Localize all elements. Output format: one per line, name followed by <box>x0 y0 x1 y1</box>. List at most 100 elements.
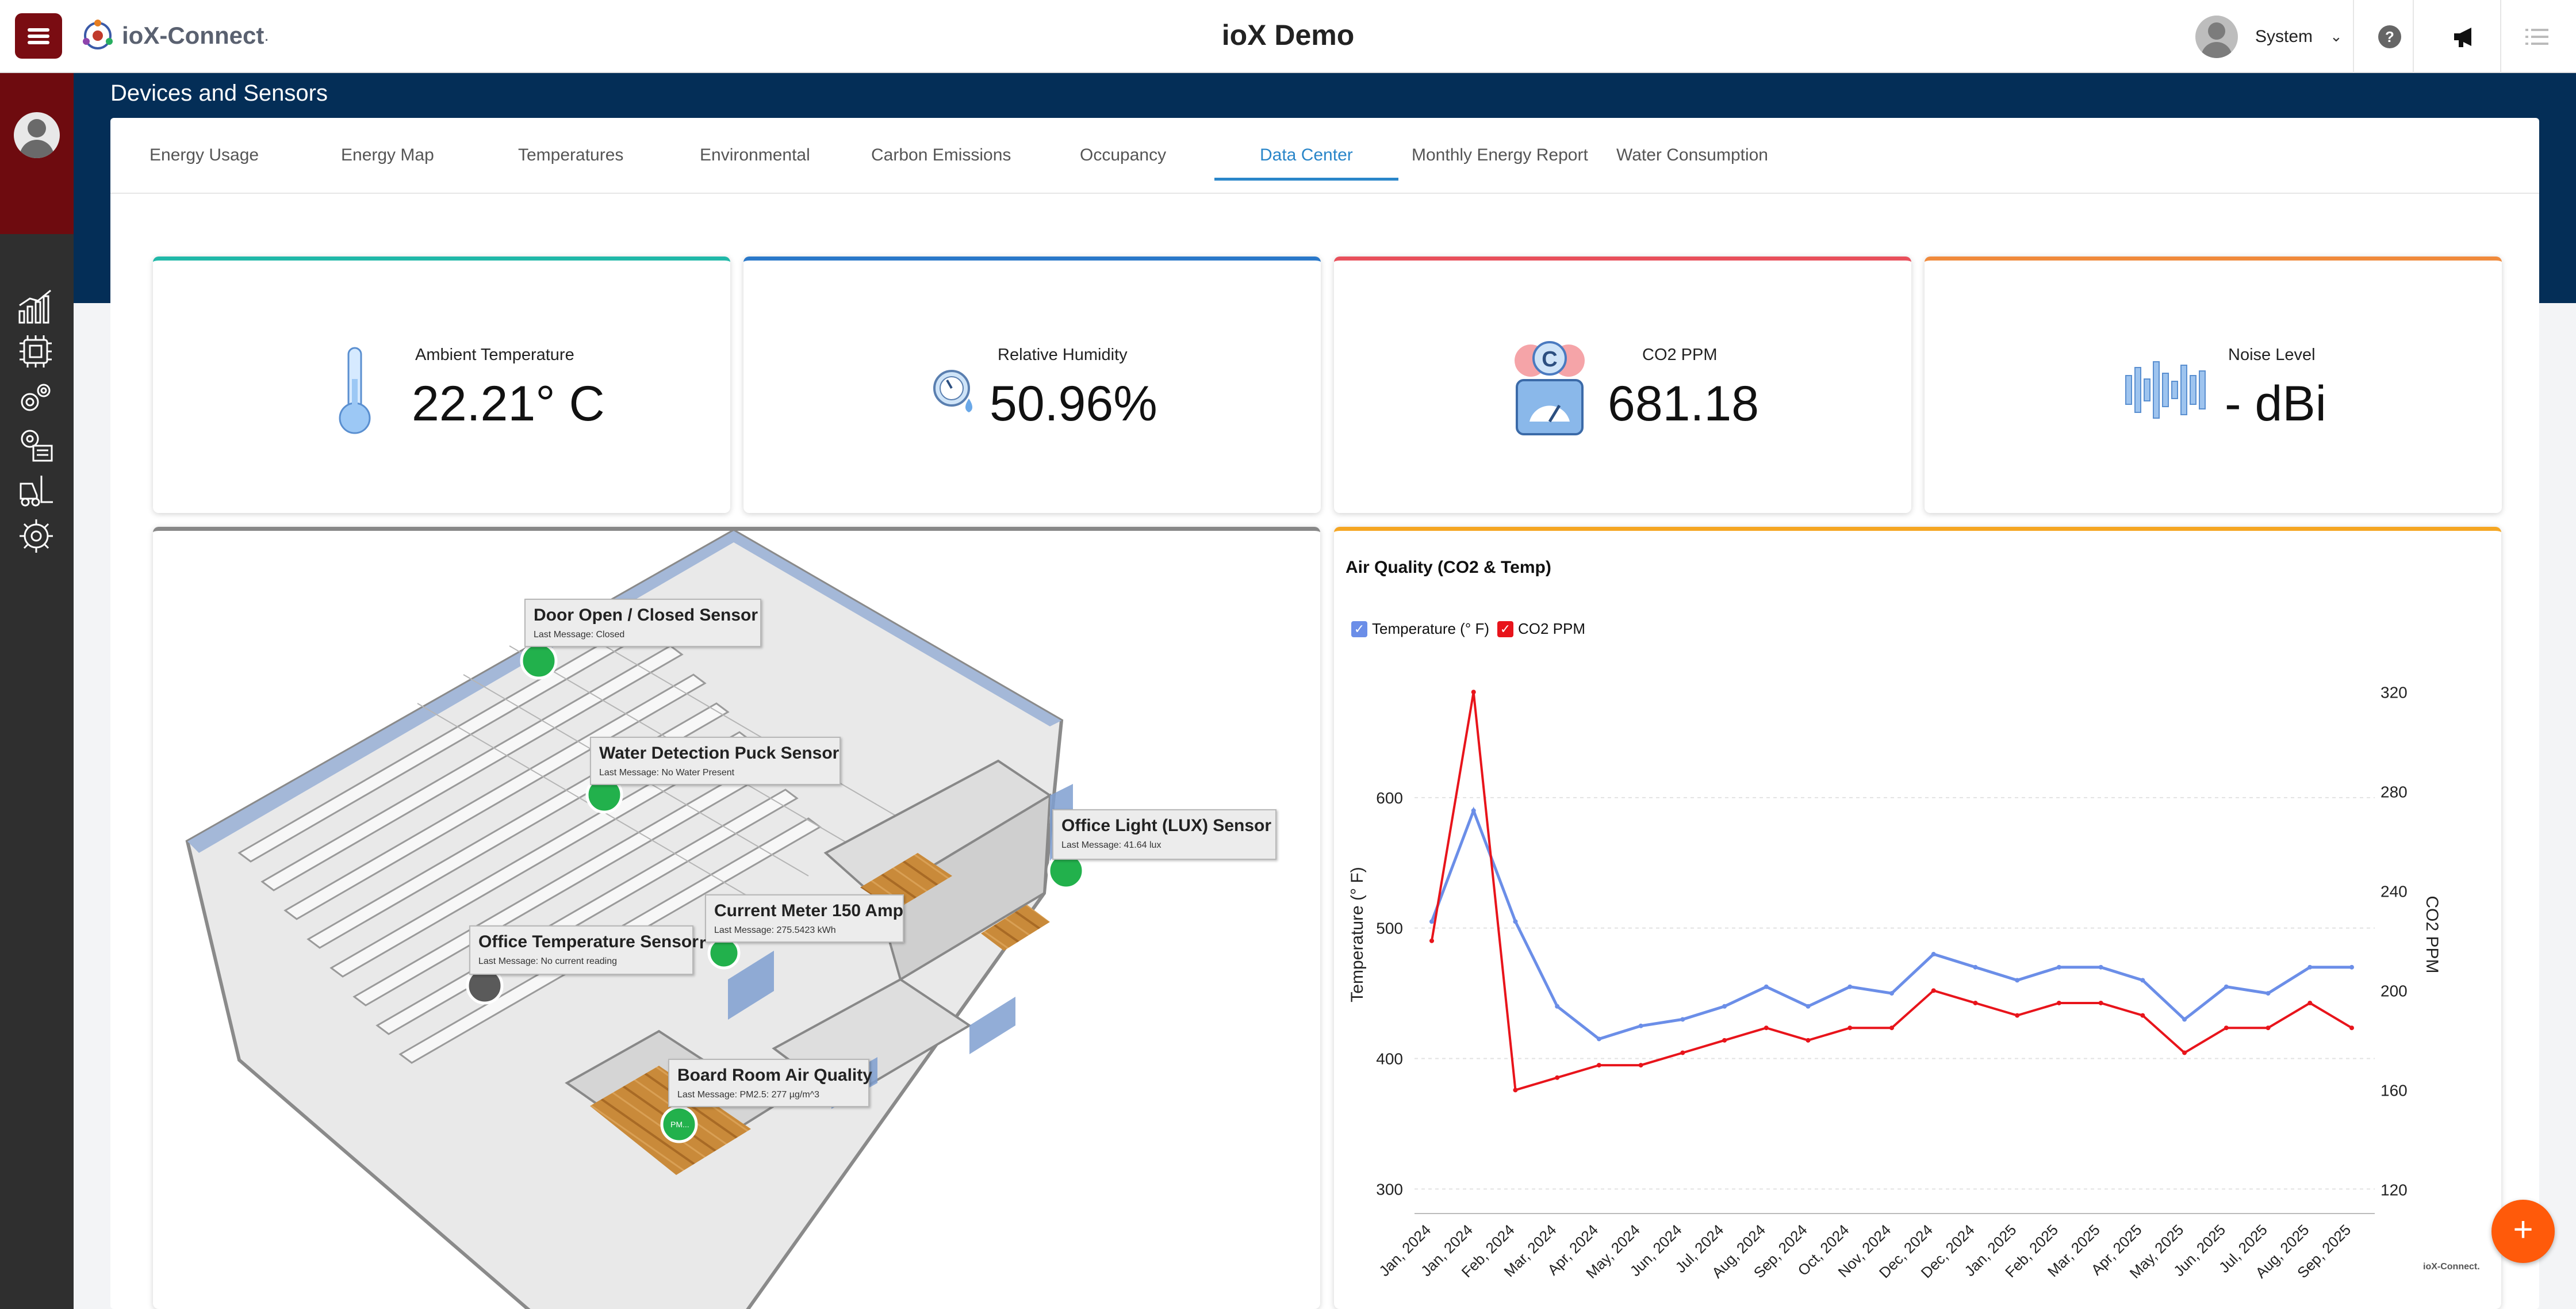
floorplan-card: Door Open / Closed Sensor Last Message: … <box>153 527 1320 1309</box>
page-title: Devices and Sensors <box>110 81 328 106</box>
data-point-temperature <box>1764 984 1769 989</box>
sensor-tooltip-lux[interactable]: Office Light (LUX) Sensor Last Message: … <box>1052 809 1276 860</box>
divider <box>2500 0 2501 73</box>
data-point-co2 <box>1764 1025 1769 1031</box>
data-point-co2 <box>1513 1088 1518 1093</box>
megaphone-icon[interactable] <box>2448 21 2481 53</box>
y2-tick-label: 200 <box>2380 982 2408 1000</box>
data-point-co2 <box>2224 1025 2229 1031</box>
analytics-chart-icon[interactable] <box>16 286 56 326</box>
card-value: 50.96% <box>990 376 1157 431</box>
occluded-label-fragment: r <box>699 933 706 952</box>
data-point-temperature <box>1513 919 1518 924</box>
data-point-co2 <box>1638 1063 1643 1068</box>
list-icon[interactable] <box>2521 21 2553 53</box>
data-point-co2 <box>1889 1025 1894 1031</box>
card-relative-humidity: Relative Humidity 50.96% <box>743 257 1321 513</box>
devices-chip-icon[interactable] <box>16 332 56 372</box>
data-point-temperature <box>1555 1004 1560 1009</box>
tab-energy-map[interactable]: Energy Map <box>341 146 434 164</box>
air-quality-chart[interactable]: 300 400 500 600 120 160 200 240 280 320 Temperatur… <box>1334 644 2501 1309</box>
hamburger-menu-button[interactable] <box>15 13 62 59</box>
data-point-temperature <box>1722 1004 1727 1009</box>
y-tick-label: 500 <box>1376 920 1403 937</box>
data-point-temperature <box>2307 964 2313 970</box>
data-point-co2 <box>1555 1075 1560 1080</box>
sensor-tooltip-current-meter[interactable]: Current Meter 150 Amp Last Message: 275.… <box>705 894 904 943</box>
sensor-tooltip-water[interactable]: Water Detection Puck Sensor Last Message… <box>590 737 841 785</box>
user-avatar <box>2195 15 2238 58</box>
sensor-last-message: Last Message: 41.64 lux <box>1061 840 1162 850</box>
y2-tick-label: 280 <box>2380 783 2408 801</box>
app-title: ioX Demo <box>1221 19 1355 51</box>
user-name: System <box>2255 26 2313 46</box>
card-co2-ppm: C CO2 PPM 681.18 <box>1334 257 1911 513</box>
data-point-temperature <box>2349 964 2354 970</box>
y2-tick-label: 240 <box>2380 882 2408 900</box>
tab-carbon-emissions[interactable]: Carbon Emissions <box>871 146 1011 164</box>
tab-temperatures[interactable]: Temperatures <box>518 146 624 164</box>
footer-brand: ioX-Connect <box>2423 1262 2478 1272</box>
data-point-temperature <box>2098 964 2103 970</box>
data-point-temperature <box>2015 978 2020 983</box>
data-point-temperature <box>1973 964 1978 970</box>
brand-logo[interactable]: ioX-Connect . <box>80 18 269 53</box>
data-point-co2 <box>2098 1000 2103 1005</box>
data-point-co2 <box>1680 1050 1685 1055</box>
top-bar: ioX-Connect . ioX Demo System ⌄ ? <box>0 0 2576 73</box>
sidebar <box>0 73 74 1309</box>
data-point-co2 <box>1931 988 1936 993</box>
data-point-co2 <box>1429 938 1434 943</box>
settings-gears-icon[interactable] <box>16 378 56 418</box>
brand-mark: . <box>264 26 269 45</box>
sensor-last-message: Last Message: No Water Present <box>599 768 735 778</box>
data-point-co2 <box>1596 1063 1601 1068</box>
tab-data-center[interactable]: Data Center <box>1260 146 1353 164</box>
legend-temperature[interactable]: ✓ Temperature (° F) <box>1351 620 1489 638</box>
sensor-name: Office Temperature Sensor <box>478 932 699 951</box>
sensor-name: Door Open / Closed Sensor <box>534 606 758 625</box>
card-value: - dBi <box>2225 376 2326 431</box>
sensor-tooltip-door[interactable]: Door Open / Closed Sensor Last Message: … <box>524 599 761 647</box>
user-menu[interactable]: System ⌄ <box>2195 15 2343 58</box>
data-point-co2 <box>1722 1038 1727 1043</box>
sensor-last-message: Last Message: No current reading <box>478 956 618 966</box>
chart-title: Air Quality (CO2 & Temp) <box>1346 558 1551 577</box>
tab-monthly-energy-report[interactable]: Monthly Energy Report <box>1412 146 1588 164</box>
data-point-temperature <box>2140 978 2145 983</box>
card-label: Relative Humidity <box>998 346 1128 364</box>
data-point-temperature <box>1429 919 1434 924</box>
tab-environmental[interactable]: Environmental <box>700 146 810 164</box>
data-point-temperature <box>2224 984 2229 989</box>
data-point-co2 <box>2015 1013 2020 1018</box>
y-axis-label: Temperature (° F) <box>1348 867 1367 1002</box>
forklift-icon[interactable] <box>16 470 56 510</box>
tab-energy-usage[interactable]: Energy Usage <box>150 146 259 164</box>
profile-avatar[interactable] <box>14 112 60 158</box>
data-point-co2 <box>2140 1013 2145 1018</box>
help-icon[interactable]: ? <box>2374 21 2406 53</box>
legend-co2[interactable]: ✓ CO2 PPM <box>1497 620 1585 638</box>
gear-icon[interactable] <box>16 516 56 556</box>
data-point-temperature <box>1680 1017 1685 1022</box>
tab-occupancy[interactable]: Occupancy <box>1080 146 1167 164</box>
sensor-tooltip-office-temperature[interactable]: Office Temperature Sensor Last Message: … <box>469 925 699 975</box>
sidebar-profile-area <box>0 73 74 234</box>
card-label: Noise Level <box>2228 346 2316 364</box>
data-point-temperature <box>2056 964 2061 970</box>
humidity-gauge-icon <box>933 370 972 412</box>
config-gear-list-icon[interactable] <box>16 424 56 464</box>
tab-water-consumption[interactable]: Water Consumption <box>1616 146 1768 164</box>
data-point-temperature <box>1805 1004 1811 1009</box>
card-value: 22.21° C <box>412 376 605 431</box>
sensor-tooltip-air-quality[interactable]: Board Room Air Quality Last Message: PM2… <box>668 1059 872 1107</box>
series-line-temperature <box>1430 806 2352 1041</box>
add-button[interactable]: + <box>2491 1200 2555 1263</box>
y2-tick-label: 120 <box>2380 1181 2408 1199</box>
data-point-temperature <box>2266 991 2271 996</box>
iox-logo-icon <box>83 20 113 49</box>
sensor-last-message: Last Message: Closed <box>534 630 625 640</box>
data-point-temperature <box>1471 808 1476 813</box>
card-label: CO2 PPM <box>1642 346 1718 364</box>
tab-bar: Energy Usage Energy Map Temperatures Env… <box>110 118 2539 194</box>
